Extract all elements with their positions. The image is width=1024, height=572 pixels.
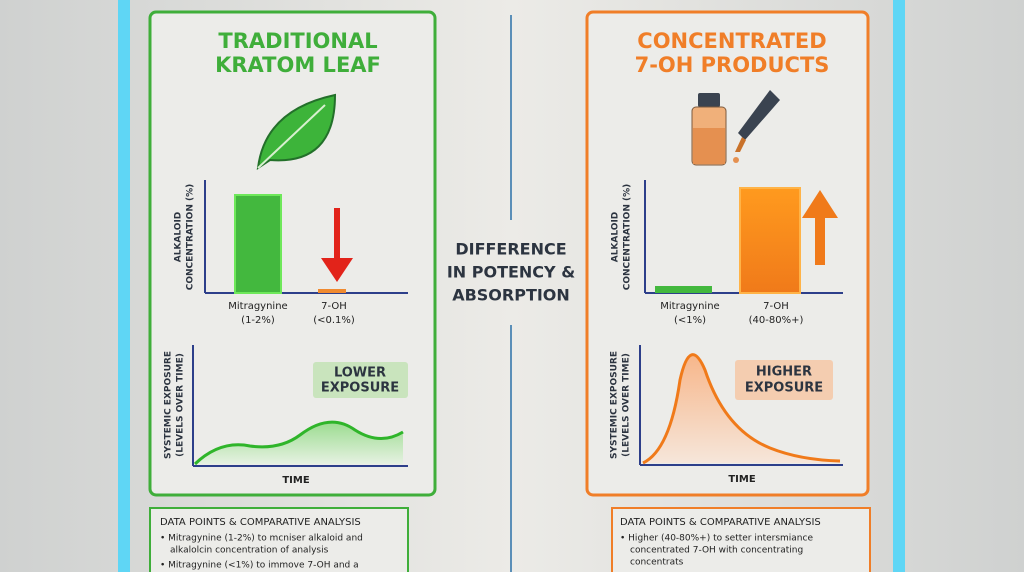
bullet: concentrats xyxy=(630,558,684,568)
category: (<1%) xyxy=(674,315,706,326)
bullet: alkalolcin concentration of analysis xyxy=(170,546,329,556)
bottle-icon xyxy=(691,90,780,166)
up-arrow xyxy=(802,190,838,265)
curve-area xyxy=(195,422,403,464)
down-arrow xyxy=(321,208,353,282)
center-text: IN POTENCY & xyxy=(447,263,575,282)
title: 7-OH PRODUCTS xyxy=(635,53,830,77)
x-label: TIME xyxy=(282,475,309,486)
neon-right xyxy=(893,0,905,572)
y-label: CONCENTRATION (%) xyxy=(186,184,196,290)
center-text: ABSORPTION xyxy=(452,286,570,305)
callout-text: EXPOSURE xyxy=(745,381,823,396)
y-label: SYSTEMIC EXPOSURE xyxy=(610,351,620,459)
notes-heading: DATA POINTS & COMPARATIVE ANALYSIS xyxy=(620,517,821,528)
x-label: TIME xyxy=(728,474,755,485)
notes-box xyxy=(611,507,871,572)
y-label: (LEVELS OVER TIME) xyxy=(176,353,186,457)
category: Mitragynine xyxy=(660,301,719,312)
leaf-icon xyxy=(256,93,337,171)
category: (40-80%+) xyxy=(749,315,804,326)
category: (<0.1%) xyxy=(313,315,355,326)
title: CONCENTRATED xyxy=(637,29,826,53)
center-text: DIFFERENCE xyxy=(455,240,566,259)
bullet: • Higher (40-80%+) to setter intersmianc… xyxy=(620,534,813,544)
bar xyxy=(318,289,346,293)
curve xyxy=(193,420,404,466)
y-label: ALKALOID xyxy=(174,212,184,263)
bar xyxy=(234,194,282,294)
notes-heading: DATA POINTS & COMPARATIVE ANALYSIS xyxy=(160,517,361,528)
title: KRATOM LEAF xyxy=(215,53,381,77)
bar xyxy=(655,286,712,293)
category: (1-2%) xyxy=(241,315,275,326)
y-label: ALKALOID xyxy=(611,212,621,263)
notes-box xyxy=(149,507,409,572)
bullet: • Mitragynine (<1%) to immove 7-OH and a xyxy=(160,561,359,571)
callout-text: EXPOSURE xyxy=(321,381,399,396)
title: TRADITIONAL xyxy=(218,29,377,53)
y-label: CONCENTRATION (%) xyxy=(623,184,633,290)
neon-left xyxy=(118,0,130,572)
category: Mitragynine xyxy=(228,301,287,312)
curve xyxy=(642,353,841,465)
curve-area xyxy=(643,354,840,463)
bullet: • Mitragynine (1-2%) to mcniser alkaloid… xyxy=(160,534,363,544)
callout xyxy=(313,362,408,398)
callout-text: LOWER xyxy=(334,366,386,381)
y-label: SYSTEMIC EXPOSURE xyxy=(164,351,174,459)
bullet: concentrated 7-OH with concentrating xyxy=(630,546,803,556)
category: 7-OH xyxy=(763,301,789,312)
callout xyxy=(735,360,833,400)
callout-text: HIGHER xyxy=(756,365,812,380)
bar xyxy=(739,187,801,294)
y-label: (LEVELS OVER TIME) xyxy=(622,353,632,457)
category: 7-OH xyxy=(321,301,347,312)
